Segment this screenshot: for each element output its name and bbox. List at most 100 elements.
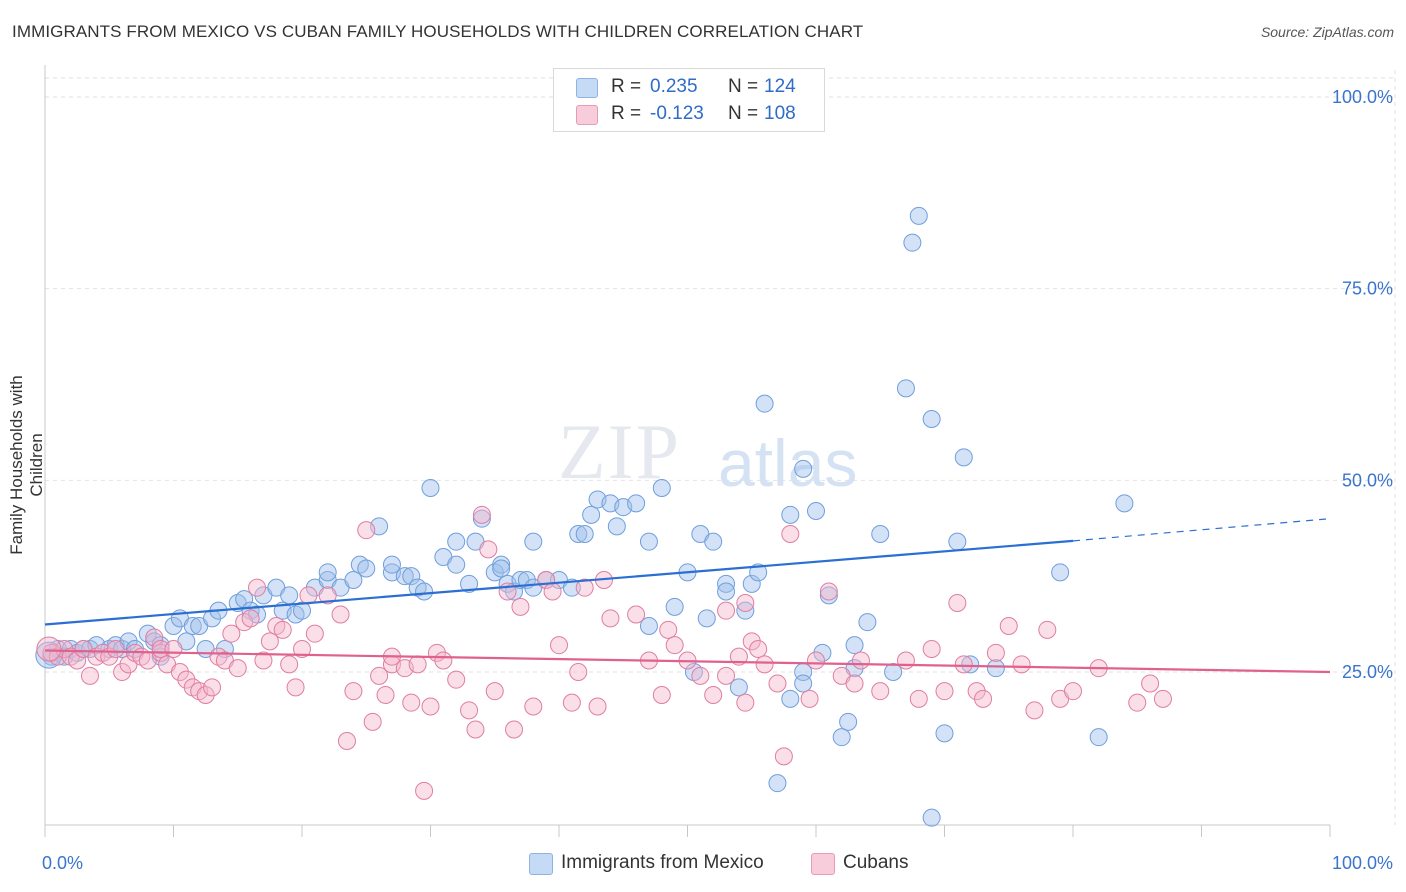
point-cubans xyxy=(479,540,498,559)
point-mexico xyxy=(183,617,202,635)
point-mexico xyxy=(858,613,877,632)
point-mexico xyxy=(524,532,543,551)
point-cubans xyxy=(819,582,838,601)
point-cubans xyxy=(145,628,164,647)
point-mexico xyxy=(627,494,646,513)
point-mexico xyxy=(839,712,858,731)
tick-labels: 25.0% 50.0% 75.0% 100.0% 0.0% 100.0% xyxy=(42,87,1393,873)
legend-swatch-cubans xyxy=(576,105,598,125)
legend-n-value-cubans: 108 xyxy=(764,103,796,124)
point-mexico xyxy=(961,655,980,674)
legend-n-label: N = xyxy=(728,103,759,124)
point-cubans xyxy=(800,689,819,708)
legend-n-label: N = xyxy=(728,76,759,97)
point-cubans xyxy=(106,640,125,658)
point-mexico xyxy=(832,728,851,747)
point-cubans xyxy=(370,666,389,685)
point-mexico xyxy=(665,597,684,616)
point-cubans xyxy=(1128,693,1147,712)
point-mexico xyxy=(704,532,723,551)
point-cubans xyxy=(273,620,292,639)
point-cubans xyxy=(447,670,466,689)
point-cubans xyxy=(164,640,183,658)
y-tick-label: 100.0% xyxy=(1332,87,1393,107)
point-cubans xyxy=(845,674,864,693)
point-mexico xyxy=(318,563,337,582)
point-mexico xyxy=(903,233,922,252)
point-cubans xyxy=(415,781,434,800)
point-cubans xyxy=(562,693,581,712)
legend-r-value-mexico: 0.235 xyxy=(650,76,698,97)
point-mexico xyxy=(607,517,626,536)
point-cubans xyxy=(177,670,196,689)
point-mexico xyxy=(1089,728,1108,747)
point-cubans xyxy=(408,655,427,674)
legend-r-label: R = xyxy=(611,103,642,124)
point-mexico xyxy=(717,582,736,601)
point-mexico xyxy=(447,532,466,551)
point-cubans xyxy=(774,747,793,766)
point-mexico xyxy=(164,617,183,635)
point-mexico xyxy=(954,448,973,467)
point-cubans xyxy=(80,666,99,685)
point-mexico xyxy=(742,574,761,593)
point-cubans xyxy=(196,686,215,704)
point-cubans xyxy=(241,609,260,628)
correlation-legend: R = 0.235 N = 124 R = -0.123 N = 108 xyxy=(553,68,825,132)
point-mexico xyxy=(382,555,401,574)
point-cubans xyxy=(986,643,1005,662)
point-cubans xyxy=(1012,655,1031,674)
point-mexico xyxy=(813,643,832,662)
trend-line-mexico xyxy=(44,539,1074,626)
point-cubans xyxy=(36,636,62,662)
point-mexico xyxy=(781,689,800,708)
y-axis-label: Family Households with Children xyxy=(7,375,46,555)
point-mexico xyxy=(736,601,755,620)
point-cubans xyxy=(1064,682,1082,701)
point-cubans xyxy=(736,693,755,712)
point-cubans xyxy=(736,594,755,612)
bottom-legend-label-cubans: Cubans xyxy=(843,852,909,873)
point-cubans xyxy=(228,659,247,678)
point-mexico xyxy=(460,574,479,593)
point-mexico xyxy=(717,574,736,593)
x-tick-label: 100.0% xyxy=(1332,853,1393,873)
chart-title: IMMIGRANTS FROM MEXICO VS CUBAN FAMILY H… xyxy=(12,22,864,41)
point-cubans xyxy=(704,686,723,704)
point-cubans xyxy=(948,594,967,612)
series-mexico-points xyxy=(35,206,1134,827)
legend-swatch-mexico xyxy=(576,78,598,98)
point-cubans xyxy=(170,663,189,681)
bottom-legend-label-mexico: Immigrants from Mexico xyxy=(561,852,764,873)
point-cubans xyxy=(652,686,671,704)
y-tick-label: 75.0% xyxy=(1342,279,1393,299)
point-mexico xyxy=(1051,563,1070,582)
point-cubans xyxy=(1141,674,1160,693)
point-cubans xyxy=(729,647,748,666)
point-cubans xyxy=(550,636,568,655)
point-mexico xyxy=(639,617,658,635)
point-mexico xyxy=(845,636,864,655)
point-mexico xyxy=(909,206,928,225)
watermark-atlas: atlas xyxy=(718,426,857,500)
point-cubans xyxy=(280,655,299,674)
point-cubans xyxy=(954,655,973,674)
point-mexico xyxy=(492,559,511,578)
point-cubans xyxy=(588,697,607,716)
point-mexico xyxy=(575,525,594,543)
point-mexico xyxy=(729,678,748,697)
point-cubans xyxy=(357,521,376,540)
point-mexico xyxy=(492,555,511,574)
point-cubans xyxy=(659,620,678,639)
point-cubans xyxy=(749,640,768,658)
x-tick-label: 0.0% xyxy=(42,853,83,873)
point-mexico xyxy=(922,410,941,428)
point-cubans xyxy=(935,682,954,701)
point-cubans xyxy=(460,701,479,720)
point-cubans xyxy=(286,678,305,697)
point-cubans xyxy=(627,605,646,624)
point-cubans xyxy=(203,678,222,697)
point-mexico xyxy=(402,567,421,586)
watermark: ZIP atlas xyxy=(558,408,857,500)
